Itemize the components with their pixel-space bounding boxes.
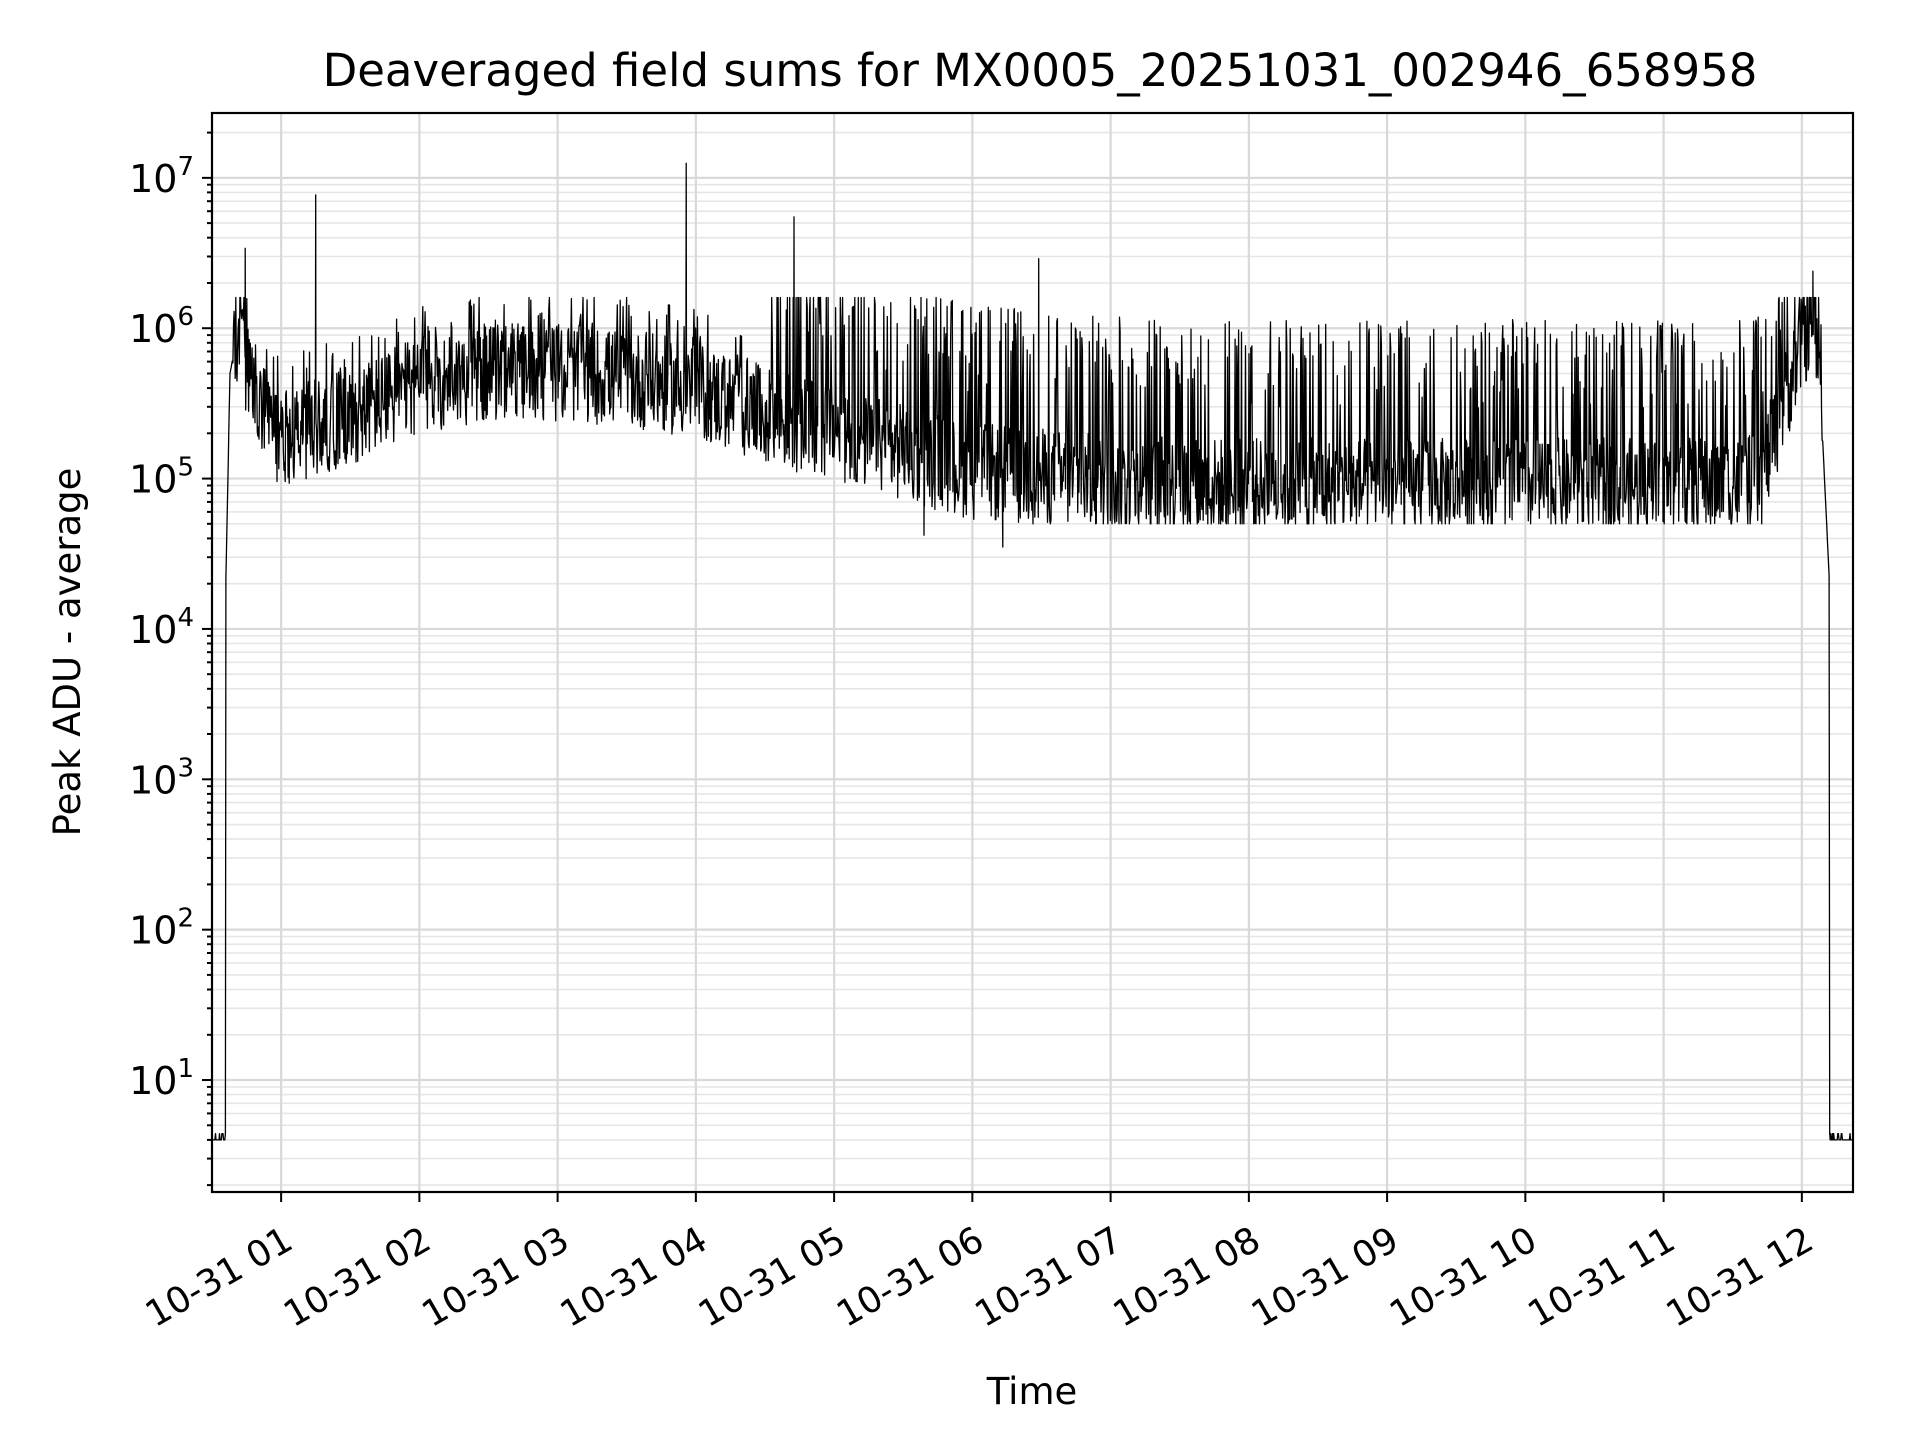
y-tick-base: 10 (129, 458, 177, 502)
y-tick-label: 101 (129, 1054, 194, 1103)
y-tick-label: 103 (129, 753, 194, 802)
y-tick-exponent: 6 (177, 302, 194, 332)
y-tick-exponent: 7 (177, 152, 194, 182)
y-tick-base: 10 (129, 1059, 177, 1103)
series-line (211, 162, 1853, 1141)
y-tick-exponent: 5 (177, 453, 194, 483)
y-tick-label: 107 (129, 152, 194, 201)
y-tick-label: 104 (129, 603, 194, 652)
y-tick-base: 10 (129, 608, 177, 652)
y-tick-exponent: 3 (177, 753, 194, 783)
chart-title: Deaveraged field sums for MX0005_2025103… (323, 44, 1758, 97)
y-tick-label: 106 (129, 302, 194, 351)
x-axis-label: Time (986, 1370, 1078, 1413)
y-tick-exponent: 4 (177, 603, 194, 633)
y-tick-label: 105 (129, 453, 194, 502)
minor-gridlines (212, 131, 1853, 1186)
major-gridlines (212, 113, 1853, 1192)
y-axis-label: Peak ADU - average (46, 468, 89, 837)
y-tick-base: 10 (129, 758, 177, 802)
y-tick-exponent: 2 (177, 904, 194, 934)
y-tick-exponent: 1 (177, 1054, 194, 1084)
y-tick-base: 10 (129, 307, 177, 351)
y-tick-label: 102 (129, 904, 194, 953)
y-tick-base: 10 (129, 157, 177, 201)
y-tick-base: 10 (129, 909, 177, 953)
